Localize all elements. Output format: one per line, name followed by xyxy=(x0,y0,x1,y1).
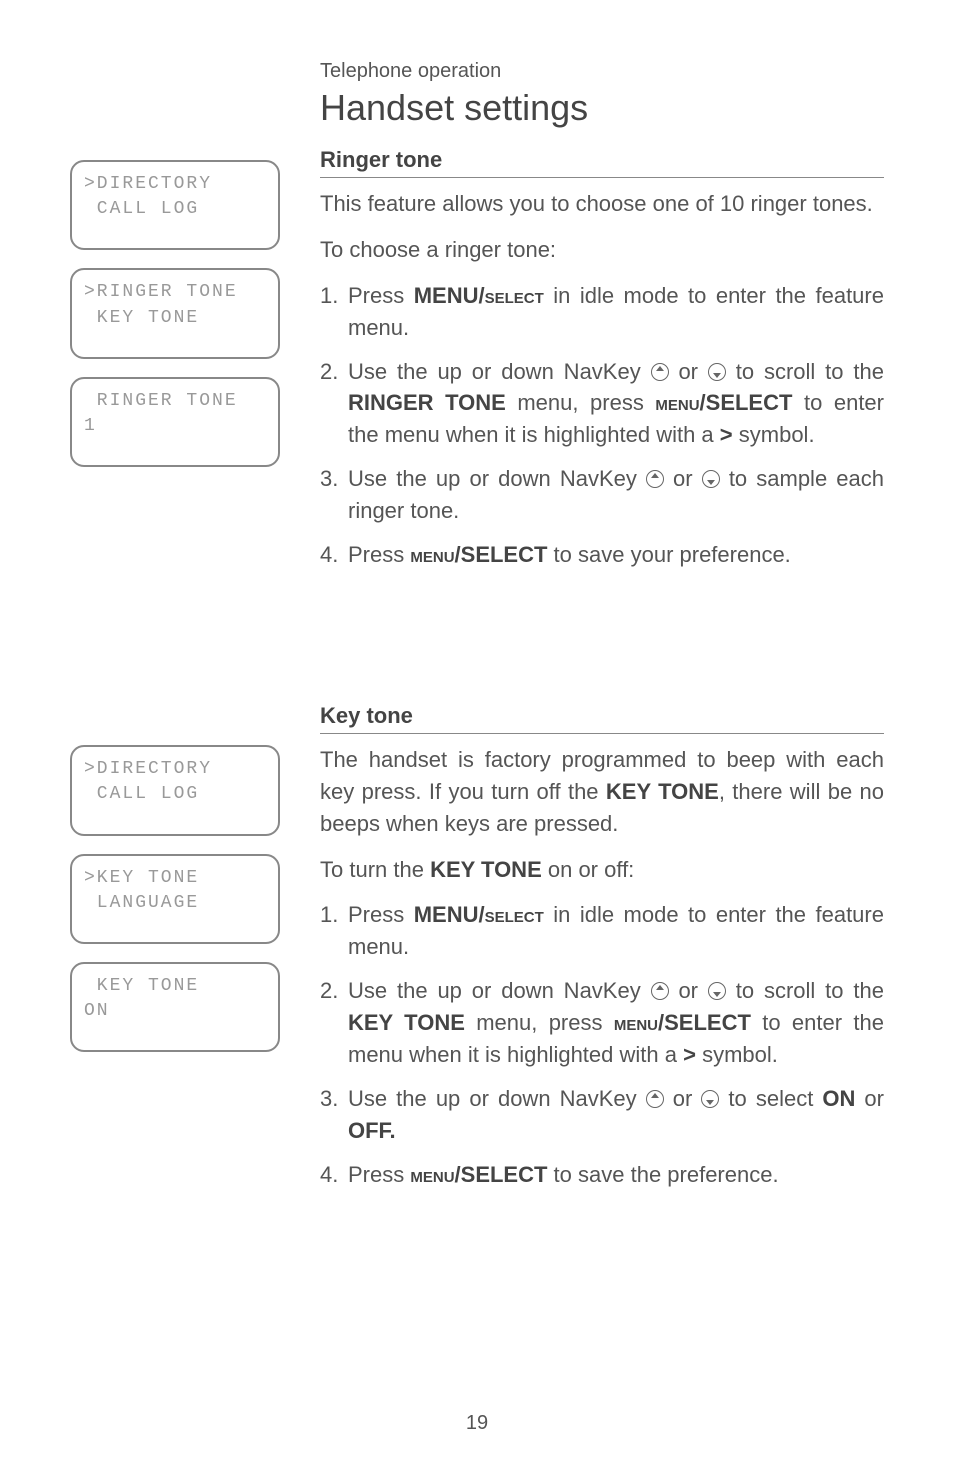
lcd-line: ON xyxy=(84,999,266,1024)
nav-up-icon xyxy=(651,363,669,381)
lcd-screen: >DIRECTORY CALL LOG xyxy=(70,745,280,835)
ringer-heading: Ringer tone xyxy=(320,147,884,178)
nav-down-icon xyxy=(701,1090,719,1108)
lcd-screen: >DIRECTORY CALL LOG xyxy=(70,160,280,250)
list-item: 4.Press menu/SELECT to save your prefere… xyxy=(320,539,884,571)
keytone-heading: Key tone xyxy=(320,703,884,734)
ringer-steps: 1.Press MENU/select in idle mode to ente… xyxy=(320,280,884,571)
lcd-screen: KEY TONE ON xyxy=(70,962,280,1052)
nav-up-icon xyxy=(646,470,664,488)
section-label: Telephone operation xyxy=(320,60,884,83)
list-item: 2.Use the up or down NavKey or to scroll… xyxy=(320,356,884,452)
lcd-line: KEY TONE xyxy=(84,306,266,331)
lcd-line: CALL LOG xyxy=(84,197,266,222)
lcd-line: >DIRECTORY xyxy=(84,172,266,197)
list-item: 3.Use the up or down NavKey or to sample… xyxy=(320,463,884,527)
keytone-lead: To turn the KEY TONE on or off: xyxy=(320,854,884,886)
lcd-line: >KEY TONE xyxy=(84,866,266,891)
keytone-steps: 1.Press MENU/select in idle mode to ente… xyxy=(320,899,884,1190)
list-item: 1.Press MENU/select in idle mode to ente… xyxy=(320,899,884,963)
lcd-line: CALL LOG xyxy=(84,782,266,807)
nav-down-icon xyxy=(708,982,726,1000)
list-item: 4.Press menu/SELECT to save the preferen… xyxy=(320,1159,884,1191)
keytone-intro: The handset is factory programmed to bee… xyxy=(320,744,884,840)
nav-down-icon xyxy=(702,470,720,488)
right-column: Telephone operation Handset settings Rin… xyxy=(320,60,884,1203)
lcd-screen: >RINGER TONE KEY TONE xyxy=(70,268,280,358)
lcd-screen: RINGER TONE 1 xyxy=(70,377,280,467)
left-column: >DIRECTORY CALL LOG >RINGER TONE KEY TON… xyxy=(70,60,280,1203)
lcd-line: RINGER TONE xyxy=(84,389,266,414)
nav-up-icon xyxy=(646,1090,664,1108)
list-item: 3.Use the up or down NavKey or to select… xyxy=(320,1083,884,1147)
page-title: Handset settings xyxy=(320,87,884,129)
ringer-intro: This feature allows you to choose one of… xyxy=(320,188,884,220)
list-item: 2.Use the up or down NavKey or to scroll… xyxy=(320,975,884,1071)
lcd-screen: >KEY TONE LANGUAGE xyxy=(70,854,280,944)
ringer-lead: To choose a ringer tone: xyxy=(320,234,884,266)
page-number: 19 xyxy=(0,1412,954,1435)
list-item: 1.Press MENU/select in idle mode to ente… xyxy=(320,280,884,344)
lcd-line: >DIRECTORY xyxy=(84,757,266,782)
lcd-line: LANGUAGE xyxy=(84,891,266,916)
lcd-line: 1 xyxy=(84,414,266,439)
nav-up-icon xyxy=(651,982,669,1000)
lcd-line: KEY TONE xyxy=(84,974,266,999)
nav-down-icon xyxy=(708,363,726,381)
lcd-line: >RINGER TONE xyxy=(84,280,266,305)
